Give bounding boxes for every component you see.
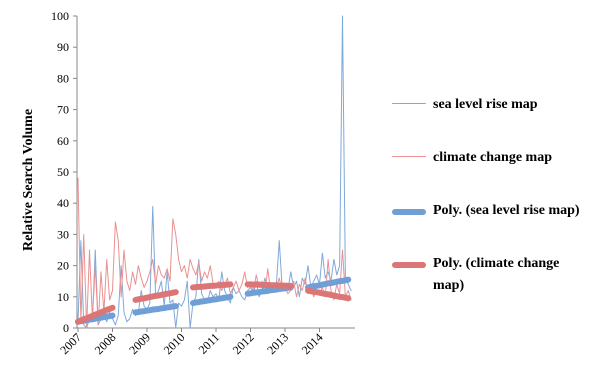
- legend-swatch: [392, 156, 426, 157]
- series-line: [75, 281, 352, 325]
- x-tick-label: 2013: [264, 330, 291, 357]
- legend-swatch: [392, 103, 426, 104]
- legend-label: sea level rise map: [433, 97, 538, 112]
- legend-swatch: [392, 209, 426, 215]
- x-tick-label: 2012: [230, 330, 257, 357]
- legend-item: Poly. (sea level rise map): [392, 200, 583, 222]
- x-tick-label: 2007: [57, 330, 84, 357]
- legend-item: climate change map: [392, 147, 583, 169]
- legend-swatch: [392, 262, 426, 268]
- x-tick-label: 2011: [196, 330, 223, 357]
- y-tick-label: 50: [57, 165, 69, 179]
- legend-item: Poly. (climate change map): [392, 253, 583, 297]
- y-tick-label: 60: [57, 134, 69, 148]
- legend-item: sea level rise map: [392, 94, 583, 116]
- y-tick-label: 40: [57, 196, 69, 210]
- legend-label: Poly. (sea level rise map): [433, 203, 580, 218]
- y-tick-label: 100: [51, 9, 69, 23]
- series-line: [75, 276, 352, 325]
- y-tick-label: 70: [57, 103, 69, 117]
- legend-label: climate change map: [433, 150, 552, 165]
- y-tick-label: 0: [63, 321, 69, 335]
- y-tick-label: 20: [57, 259, 69, 273]
- y-tick-label: 80: [57, 71, 69, 85]
- y-tick-label: 90: [57, 40, 69, 54]
- x-tick-label: 2008: [92, 330, 119, 357]
- x-tick-label: 2009: [126, 330, 153, 357]
- legend-label: Poly. (climate change map): [433, 256, 560, 293]
- x-tick-label: 2014: [299, 330, 326, 357]
- series-line: [77, 15, 352, 329]
- y-tick-label: 10: [57, 290, 69, 304]
- x-tick-label: 2010: [161, 330, 188, 357]
- y-axis-label: Relative Search Volume: [21, 109, 36, 251]
- y-tick-label: 30: [57, 227, 69, 241]
